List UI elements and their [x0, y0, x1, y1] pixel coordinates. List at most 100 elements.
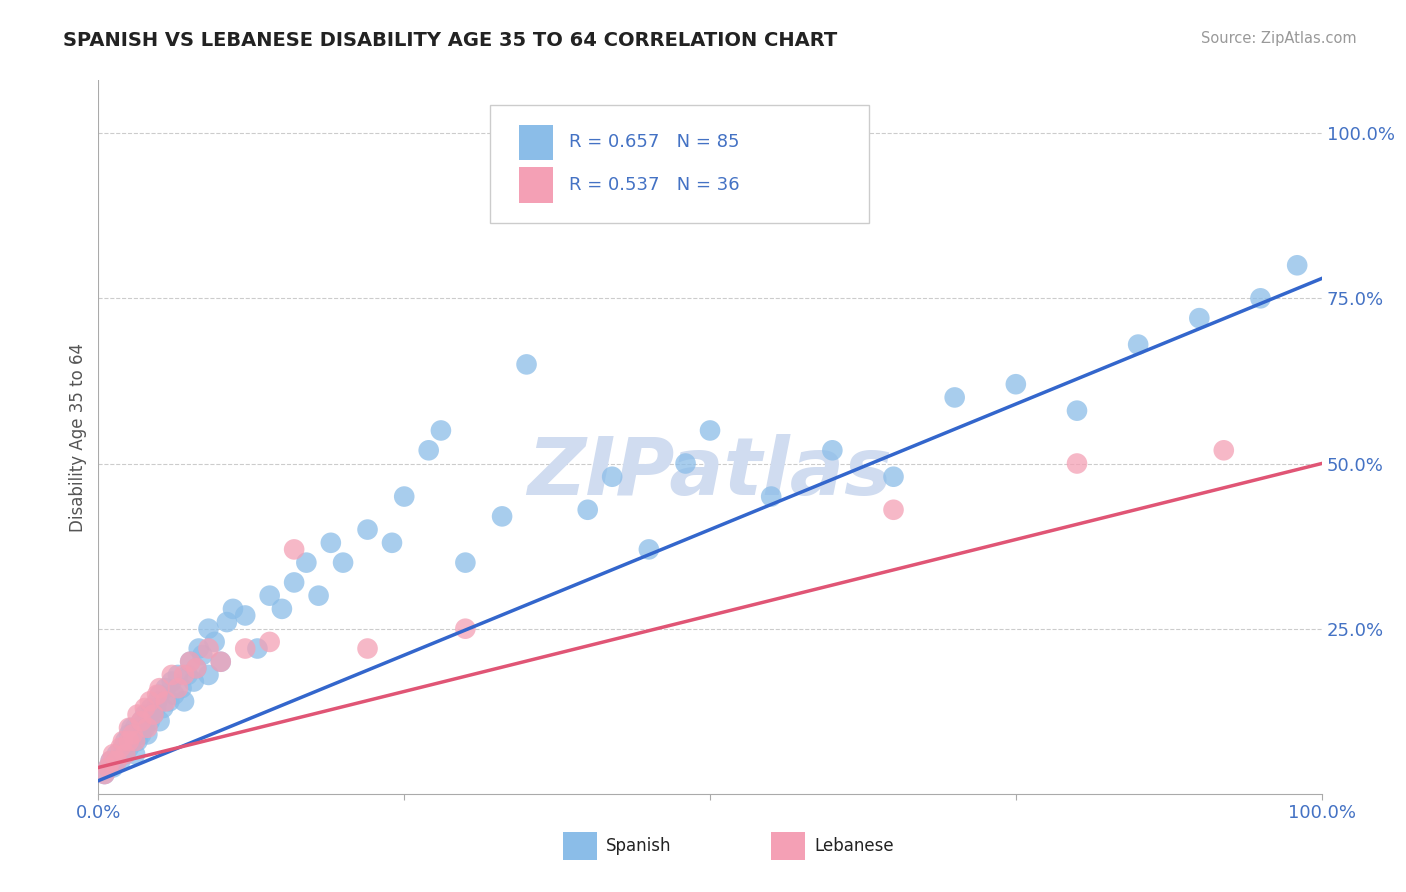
Text: R = 0.537   N = 36: R = 0.537 N = 36	[569, 177, 740, 194]
Point	[209, 655, 232, 669]
Point	[110, 754, 132, 768]
Point	[283, 575, 305, 590]
Point	[454, 556, 477, 570]
Point	[127, 707, 149, 722]
Point	[124, 734, 146, 748]
Point	[139, 714, 162, 729]
Point	[454, 622, 477, 636]
Point	[637, 542, 661, 557]
Point	[197, 622, 219, 636]
Point	[134, 701, 156, 715]
Text: R = 0.657   N = 85: R = 0.657 N = 85	[569, 134, 740, 152]
Point	[120, 734, 142, 748]
Point	[179, 655, 201, 669]
Point	[491, 509, 513, 524]
Point	[167, 681, 190, 695]
Point	[105, 747, 128, 762]
Point	[114, 747, 136, 762]
Point	[136, 727, 159, 741]
Point	[129, 714, 152, 729]
Point	[187, 641, 209, 656]
Point	[576, 502, 599, 516]
Point	[204, 635, 226, 649]
Point	[118, 734, 141, 748]
Point	[139, 694, 162, 708]
Point	[943, 391, 966, 405]
Point	[821, 443, 844, 458]
FancyBboxPatch shape	[564, 831, 598, 860]
Point	[1004, 377, 1026, 392]
Point	[128, 727, 150, 741]
Point	[259, 635, 281, 649]
Point	[381, 536, 404, 550]
Point	[233, 608, 256, 623]
Point	[105, 754, 128, 768]
Point	[129, 727, 152, 741]
Point	[186, 661, 208, 675]
Point	[93, 767, 115, 781]
Point	[197, 641, 219, 656]
Point	[101, 747, 124, 762]
Point	[118, 727, 141, 741]
FancyBboxPatch shape	[519, 125, 554, 161]
Point	[160, 674, 183, 689]
Point	[270, 602, 294, 616]
Point	[149, 688, 172, 702]
Point	[121, 727, 143, 741]
Point	[110, 740, 132, 755]
Point	[155, 681, 177, 695]
Point	[675, 457, 697, 471]
Point	[197, 668, 219, 682]
Point	[246, 641, 269, 656]
Point	[173, 694, 195, 708]
Point	[392, 490, 416, 504]
Point	[215, 615, 238, 629]
Point	[136, 721, 159, 735]
Point	[114, 734, 136, 748]
Point	[186, 661, 208, 675]
Point	[149, 714, 172, 729]
Point	[149, 681, 172, 695]
FancyBboxPatch shape	[489, 105, 869, 223]
Point	[111, 740, 134, 755]
Point	[146, 688, 169, 702]
Point	[100, 754, 122, 768]
Point	[160, 668, 183, 682]
Point	[167, 668, 190, 682]
Point	[1066, 457, 1088, 471]
Point	[319, 536, 342, 550]
Y-axis label: Disability Age 35 to 64: Disability Age 35 to 64	[69, 343, 87, 532]
Point	[283, 542, 305, 557]
Point	[129, 714, 152, 729]
Text: Source: ZipAtlas.com: Source: ZipAtlas.com	[1201, 31, 1357, 46]
Point	[1286, 258, 1309, 272]
Point	[157, 694, 180, 708]
Point	[295, 556, 318, 570]
Point	[139, 701, 162, 715]
Point	[209, 655, 232, 669]
Point	[233, 641, 256, 656]
FancyBboxPatch shape	[519, 168, 554, 203]
Point	[1249, 291, 1271, 305]
Point	[145, 701, 167, 715]
Point	[1066, 403, 1088, 417]
Point	[761, 490, 783, 504]
Point	[136, 707, 159, 722]
Point	[1128, 337, 1150, 351]
Point	[118, 721, 141, 735]
Point	[111, 747, 134, 762]
Text: Lebanese: Lebanese	[814, 837, 894, 855]
Point	[152, 701, 174, 715]
Point	[179, 655, 201, 669]
Point	[124, 734, 146, 748]
Point	[1212, 443, 1234, 458]
Point	[332, 556, 354, 570]
Point	[118, 740, 141, 755]
Point	[114, 747, 136, 762]
Point	[142, 707, 165, 722]
Point	[155, 694, 177, 708]
Point	[124, 721, 146, 735]
Point	[883, 502, 905, 516]
Text: SPANISH VS LEBANESE DISABILITY AGE 35 TO 64 CORRELATION CHART: SPANISH VS LEBANESE DISABILITY AGE 35 TO…	[63, 31, 838, 50]
Point	[105, 754, 128, 768]
